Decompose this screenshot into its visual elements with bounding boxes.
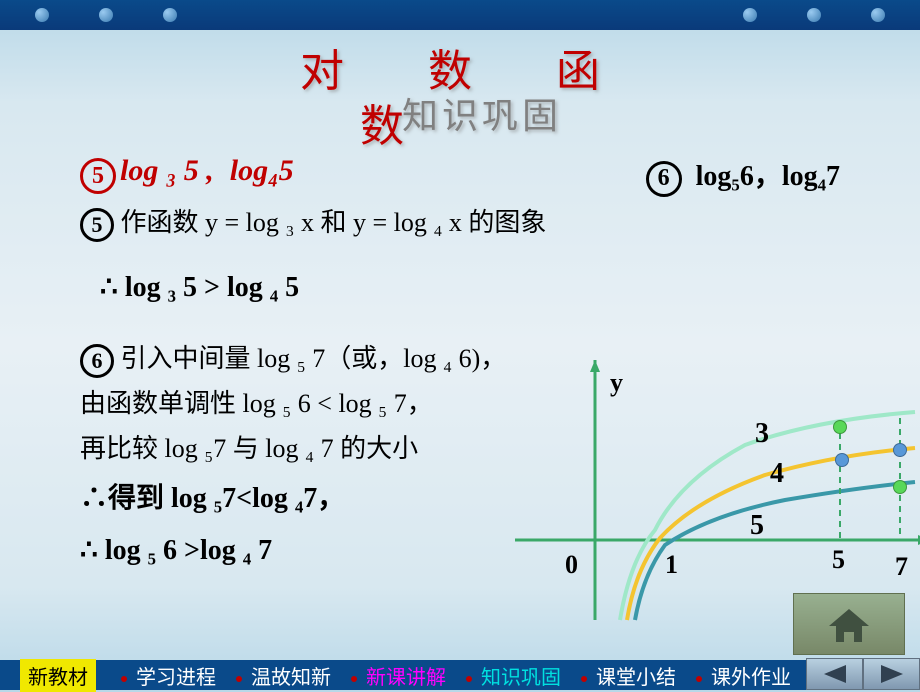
next-button[interactable] bbox=[863, 658, 920, 690]
decor-bead bbox=[807, 8, 821, 22]
nav-link[interactable]: 知识巩固 bbox=[481, 667, 561, 689]
decor-bead bbox=[743, 8, 757, 22]
curve-label-4: 4 bbox=[770, 458, 784, 490]
decor-bead bbox=[871, 8, 885, 22]
x-tick-7: 7 bbox=[895, 552, 908, 582]
circled-6b: 6 bbox=[80, 344, 114, 378]
point-dot bbox=[893, 443, 907, 457]
solution-6-step2: 由函数单调性 log ₅ 6 < log ₅ 7， bbox=[80, 384, 530, 423]
nav-link[interactable]: 课外作业 bbox=[711, 667, 791, 689]
y-axis-label: y bbox=[610, 368, 623, 398]
nav-bullet bbox=[466, 676, 472, 682]
new-textbook-badge[interactable]: 新教材 bbox=[20, 659, 96, 692]
point-dot bbox=[835, 453, 849, 467]
conclusion-5: ∴ log ₃ 5 > log ₄ 5 bbox=[100, 267, 840, 309]
point-dot bbox=[833, 420, 847, 434]
nav-link[interactable]: 学习进程 bbox=[136, 667, 216, 689]
nav-bullet bbox=[696, 676, 702, 682]
nav-bullet bbox=[351, 676, 357, 682]
circled-5b: 5 bbox=[80, 208, 114, 242]
problems-row: 5 log ₃ 5 , log₄5 6 log₅6，log₄7 bbox=[80, 154, 840, 197]
circled-6: 6 bbox=[646, 161, 682, 197]
slide-content: 对 数 函 数 知识巩固 5 log ₃ 5 , log₄5 6 log₅6，l… bbox=[0, 35, 920, 572]
solution-6-step4: ∴得到 log ₅7<log ₄7， bbox=[80, 478, 530, 520]
curve-label-5: 5 bbox=[750, 510, 764, 542]
circled-5: 5 bbox=[80, 158, 116, 194]
home-button[interactable] bbox=[793, 593, 905, 655]
nav-link[interactable]: 课堂小结 bbox=[596, 667, 676, 689]
solution-6-step3: 再比较 log ₅7 与 log ₄ 7 的大小 bbox=[80, 429, 530, 468]
nav-link[interactable]: 新课讲解 bbox=[366, 667, 446, 689]
nav-link[interactable]: 温故知新 bbox=[251, 667, 331, 689]
prev-button[interactable] bbox=[806, 658, 863, 690]
decor-bead bbox=[163, 8, 177, 22]
nav-bullet bbox=[236, 676, 242, 682]
problem-5: 5 log ₃ 5 , log₄5 bbox=[80, 154, 294, 197]
conclusion-6: ∴ log ₅ 6 >log ₄ 7 bbox=[80, 530, 530, 572]
solution-6-step1: 6 引入中间量 log ₅ 7（或，log ₄ 6)， bbox=[80, 339, 530, 378]
nav-bullet bbox=[581, 676, 587, 682]
x-tick-5: 5 bbox=[832, 545, 845, 575]
expr-6: log₅6，log₄7 bbox=[696, 161, 840, 192]
problem-6: 6 log₅6，log₄7 bbox=[646, 154, 840, 197]
decor-bead bbox=[35, 8, 49, 22]
x-tick-1: 1 bbox=[665, 550, 678, 580]
solution-5-step1: 5 作函数 y = log ₃ x 和 y = log ₄ x 的图象 bbox=[80, 203, 840, 242]
sub-title: 知识巩固 bbox=[402, 87, 562, 139]
origin-label: 0 bbox=[565, 550, 578, 580]
expr-5-1: log ₃ 5 , bbox=[120, 154, 214, 187]
arrow-right-icon bbox=[881, 665, 903, 683]
arrow-left-icon bbox=[824, 665, 846, 683]
decor-bead bbox=[99, 8, 113, 22]
home-icon bbox=[824, 604, 874, 644]
nav-bullet bbox=[121, 676, 127, 682]
curve-label-3: 3 bbox=[755, 418, 769, 450]
point-dot bbox=[893, 480, 907, 494]
nav-buttons bbox=[806, 658, 920, 690]
title-bar bbox=[0, 0, 920, 30]
bottom-nav: 新教材 学习进程 温故知新 新课讲解 知识巩固 课堂小结 课外作业 bbox=[0, 660, 920, 690]
expr-5-2: log₄5 bbox=[230, 154, 294, 187]
